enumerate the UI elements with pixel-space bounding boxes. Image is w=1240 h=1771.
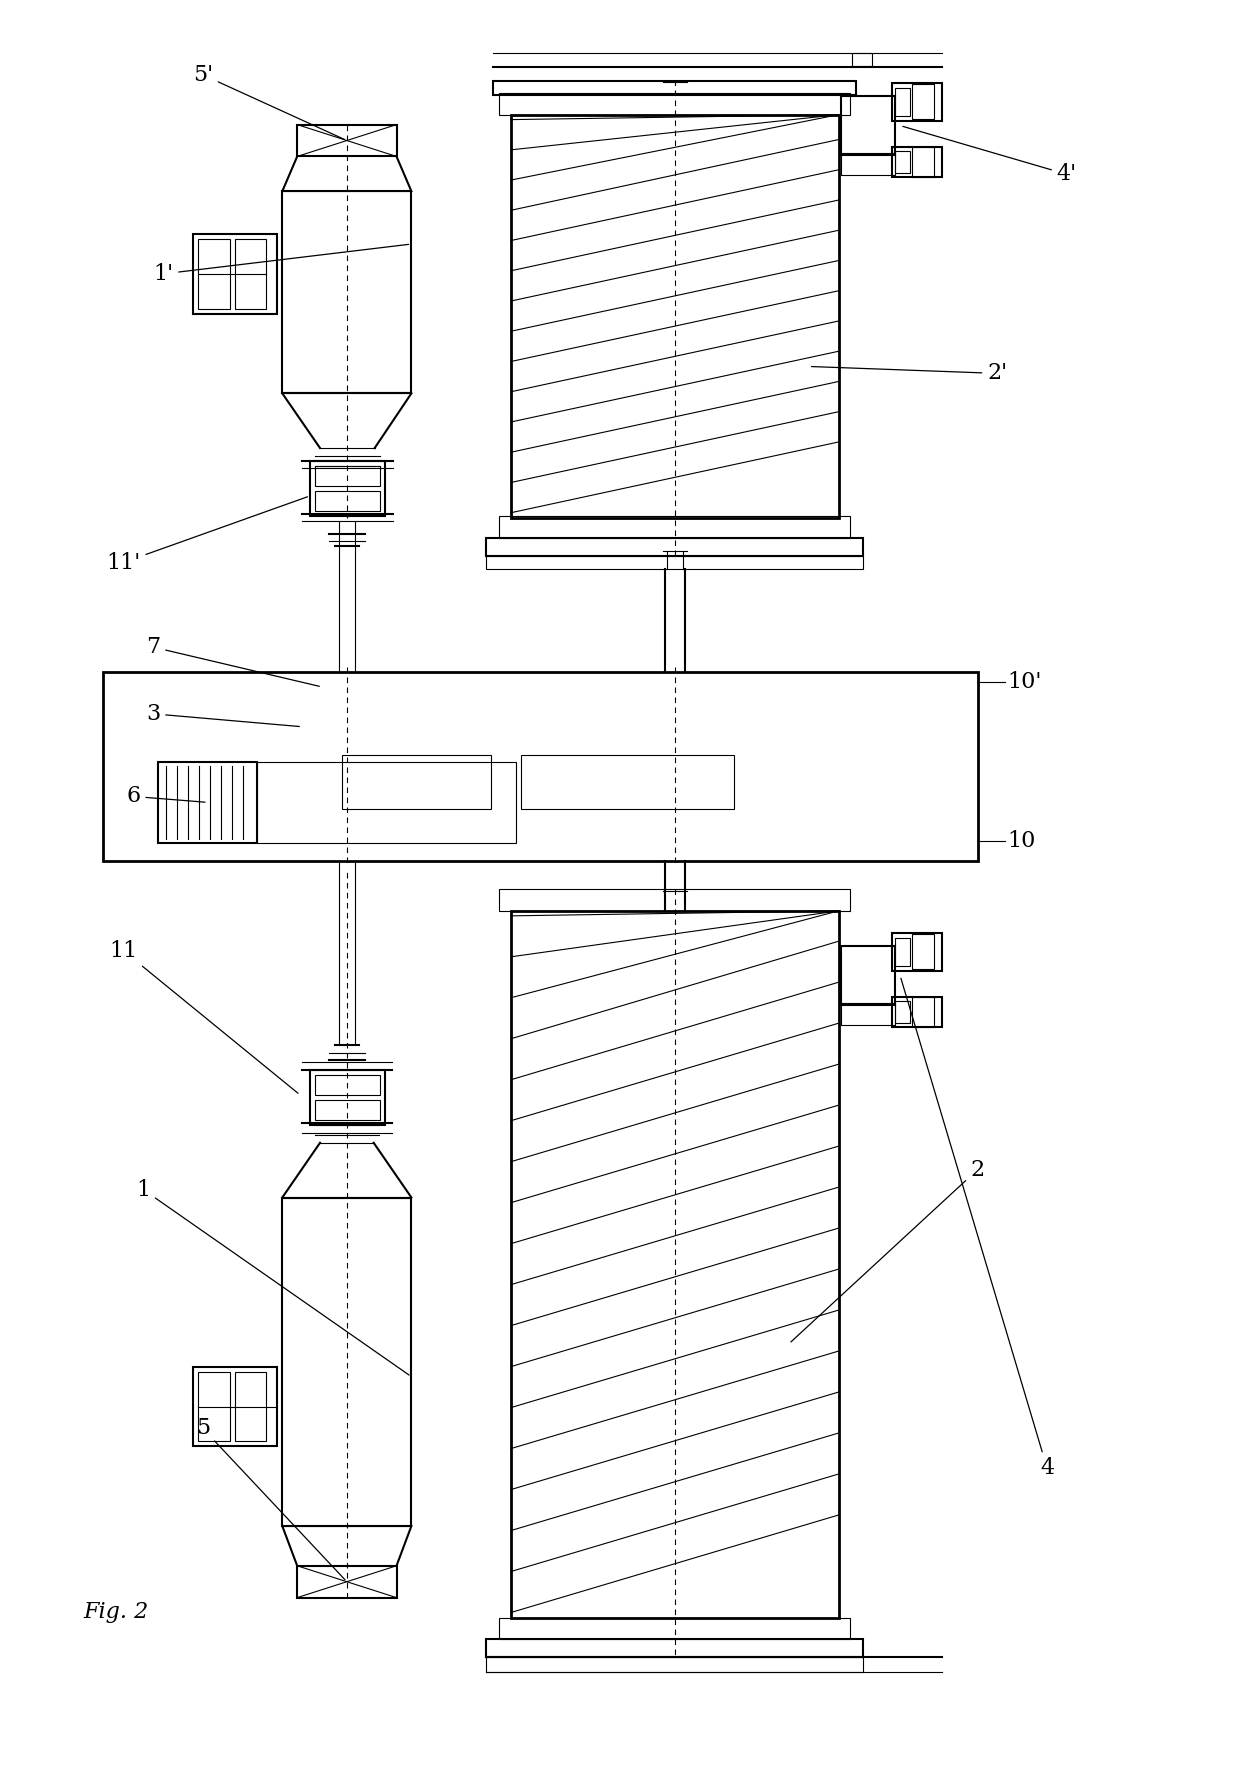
Bar	[498, 92, 851, 115]
Bar	[895, 89, 910, 115]
Bar	[498, 515, 851, 538]
Text: Fig. 2: Fig. 2	[83, 1601, 149, 1622]
Bar	[913, 147, 934, 177]
Bar	[895, 152, 910, 174]
Text: 7: 7	[146, 636, 320, 687]
Bar	[159, 762, 258, 843]
Bar	[486, 1658, 863, 1672]
Text: 3: 3	[146, 703, 299, 726]
Text: 5: 5	[196, 1417, 345, 1580]
Bar	[315, 1100, 379, 1119]
Bar	[486, 556, 863, 570]
Text: 2: 2	[791, 1158, 985, 1342]
Bar	[895, 1001, 910, 1024]
Bar	[486, 538, 863, 556]
Bar	[315, 1075, 379, 1094]
Text: 6: 6	[126, 785, 205, 808]
Bar	[234, 239, 267, 308]
Bar	[892, 933, 942, 971]
Bar	[315, 466, 379, 485]
Bar	[298, 124, 397, 156]
Bar	[310, 460, 384, 515]
Bar	[511, 115, 838, 517]
Bar	[193, 234, 278, 313]
Bar	[310, 1070, 384, 1125]
Bar	[892, 997, 942, 1027]
Bar	[498, 889, 851, 910]
Bar	[486, 1640, 863, 1658]
Bar	[283, 1197, 412, 1527]
Bar	[193, 1367, 278, 1447]
Bar	[315, 491, 379, 510]
Bar	[198, 239, 229, 308]
Text: 2': 2'	[811, 363, 1008, 384]
Bar	[103, 671, 977, 861]
Bar	[258, 762, 516, 843]
Text: 10': 10'	[1007, 671, 1042, 692]
Bar	[892, 147, 942, 177]
Bar	[895, 939, 910, 965]
Bar	[913, 83, 934, 119]
Bar	[521, 754, 734, 809]
Bar	[511, 910, 838, 1617]
Bar	[913, 997, 934, 1027]
Text: 1: 1	[136, 1178, 409, 1374]
Bar	[841, 96, 895, 156]
Bar	[342, 754, 491, 809]
Text: 10: 10	[1007, 831, 1035, 852]
Bar	[492, 81, 857, 94]
Text: 1': 1'	[153, 244, 409, 285]
Bar	[913, 933, 934, 969]
Bar	[198, 1373, 229, 1442]
Text: 4': 4'	[903, 126, 1078, 186]
Bar	[892, 83, 942, 120]
Bar	[841, 1004, 895, 1025]
Text: 4: 4	[901, 978, 1054, 1479]
Bar	[234, 1373, 267, 1442]
Bar	[841, 154, 895, 175]
Text: 5': 5'	[192, 64, 345, 140]
Bar	[498, 1617, 851, 1640]
Bar	[852, 53, 872, 66]
Bar	[841, 946, 895, 1006]
Bar	[283, 191, 412, 393]
Text: 11: 11	[109, 940, 298, 1093]
Bar	[298, 1566, 397, 1597]
Text: 11': 11'	[107, 498, 308, 574]
